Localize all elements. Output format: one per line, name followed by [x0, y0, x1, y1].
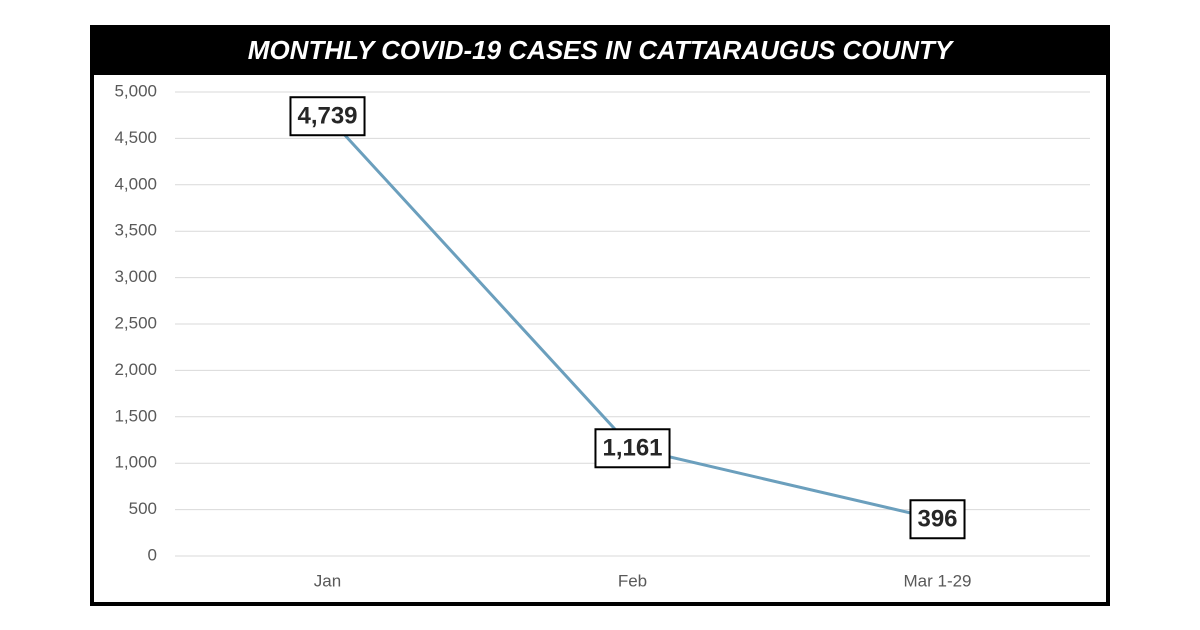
x-tick-label: Jan [314, 571, 341, 590]
data-label-box [289, 96, 366, 137]
y-tick-label: 3,000 [114, 267, 157, 286]
y-tick-label: 1,500 [114, 406, 157, 425]
y-tick-label: 4,000 [114, 174, 157, 193]
y-tick-label: 4,500 [114, 128, 157, 147]
x-tick-label: Feb [618, 571, 647, 590]
y-tick-label: 5,000 [114, 81, 157, 100]
data-label-box [909, 499, 966, 540]
data-label: 4,739 [297, 103, 357, 130]
y-tick-label: 1,000 [114, 453, 157, 472]
title-bar [92, 27, 1108, 75]
y-tick-label: 0 [148, 545, 157, 564]
chart-title: MONTHLY COVID-19 CASES IN CATTARAUGUS CO… [248, 35, 955, 65]
data-label: 396 [917, 506, 957, 533]
y-tick-label: 2,000 [114, 360, 157, 379]
x-tick-label: Mar 1-29 [903, 571, 971, 590]
data-label-box [594, 428, 671, 469]
data-label: 1,161 [602, 435, 662, 462]
y-tick-label: 500 [129, 499, 157, 518]
y-tick-label: 3,500 [114, 221, 157, 240]
y-tick-label: 2,500 [114, 313, 157, 332]
